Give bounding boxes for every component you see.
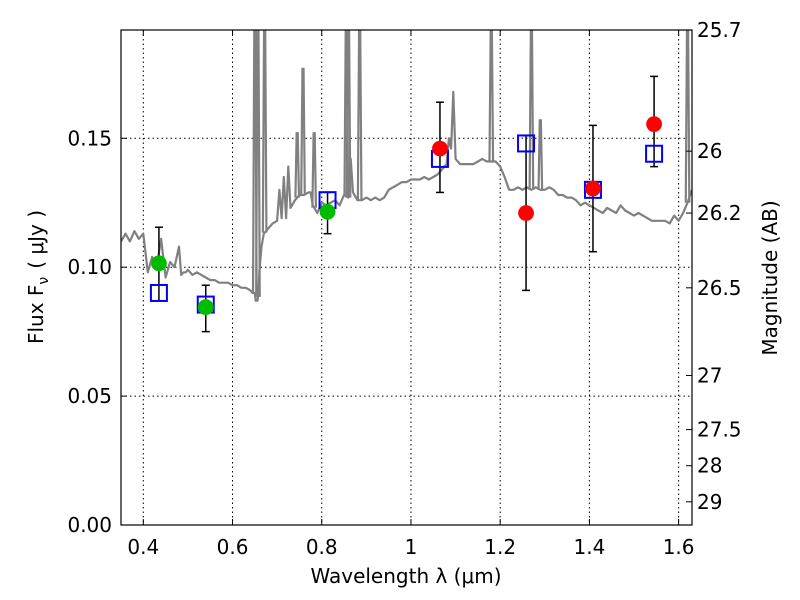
model-box [149, 283, 168, 302]
data-point [319, 203, 336, 220]
model-box [517, 134, 536, 153]
y-axis-label-units: ( μJy ) [24, 210, 48, 269]
x-axis-label: Wavelength λ (μm) [310, 564, 501, 588]
x-tick-label: 1.6 [663, 535, 695, 559]
ticks-layer: 0.4 0.6 0.8 1 1.2 1.4 1.6 0.00 0.05 0.10 0.15 25.7 2… [67, 18, 741, 559]
data-point [585, 180, 601, 197]
data-point [197, 299, 214, 316]
data-point [518, 205, 534, 221]
right-tick-label: 26.5 [697, 276, 742, 300]
emission-line-spike [255, 30, 261, 297]
emission-line-spike [356, 30, 363, 201]
x-tick-label: 1.2 [484, 535, 516, 559]
y-tick-label: 0.10 [67, 255, 112, 279]
right-tick-label: 27 [697, 363, 722, 387]
emission-line-spike [488, 30, 495, 162]
x-tick-label: 0.4 [127, 535, 159, 559]
right-tick-label: 29 [697, 490, 722, 514]
y-axis-label-main: Flux F [24, 285, 48, 344]
emission-line-spike [294, 132, 301, 198]
data-point [151, 255, 167, 272]
x-tick-label: 0.6 [217, 535, 249, 559]
y-tick-label: 0.15 [67, 126, 112, 150]
y-tick-label: 0.05 [67, 384, 112, 408]
emission-line-spike [537, 119, 544, 190]
emission-line-spike [345, 30, 352, 198]
right-axis-label: Magnitude (AB) [758, 200, 782, 355]
right-tick-label: 28 [697, 454, 722, 478]
plot-frame [120, 29, 693, 526]
x-tick-label: 1.4 [573, 535, 605, 559]
model-box [645, 144, 664, 163]
emission-line-spike [300, 67, 306, 196]
x-tick-label: 1 [405, 535, 418, 559]
data-point [646, 116, 662, 133]
right-tick-label: 25.7 [697, 18, 742, 42]
x-tick-label: 0.8 [306, 535, 338, 559]
point-layer [149, 116, 664, 316]
right-tick-label: 26.2 [697, 201, 742, 225]
emission-line-spike [311, 132, 318, 208]
data-point [432, 140, 448, 157]
right-tick-label: 26 [697, 139, 722, 163]
emission-line-spike [528, 30, 535, 190]
spectrum-layer [121, 30, 692, 302]
grid [121, 30, 692, 525]
y-axis-label-sub: ν [36, 277, 52, 285]
y-tick-label: 0.00 [67, 513, 112, 537]
emission-line-spike [261, 30, 268, 233]
spectrum-line [121, 90, 692, 302]
right-tick-label: 27.5 [697, 418, 742, 442]
emission-line-spike [684, 30, 691, 203]
y-axis-label: Flux Fν ( μJy ) [24, 210, 52, 344]
